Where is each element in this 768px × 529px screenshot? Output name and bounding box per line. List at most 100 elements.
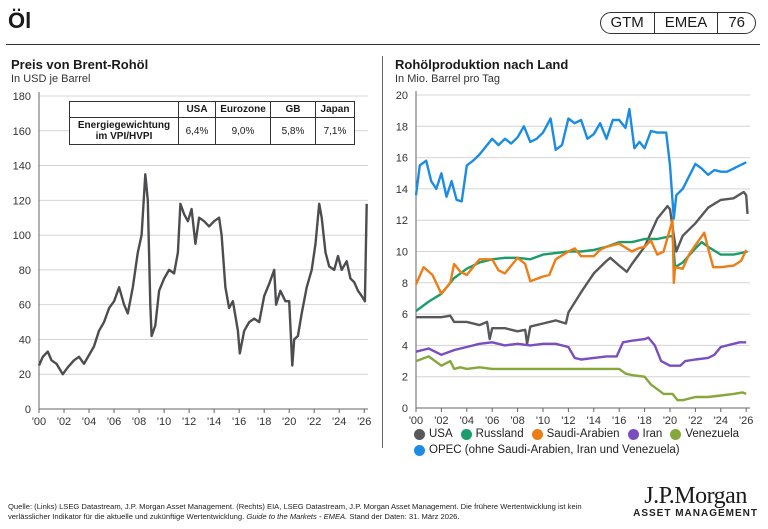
brent-y-tick-label: 100 [13,230,31,242]
legend-swatch-opec [414,444,425,456]
legend-swatch-iran [627,428,639,440]
production-y-tick-label: 20 [396,90,408,102]
legend-item-usa: USA [414,428,453,440]
table-cell-usa: 6,4% [178,117,216,145]
production-y-tick-label: 16 [396,153,408,165]
header-rule [6,44,760,45]
brent-y-tick-label: 120 [13,195,31,207]
brent-y-tick-label: 180 [13,91,31,103]
footnote-guide: Guide to the Markets - EMEA. [246,512,348,521]
legend-swatch-saudi [531,428,543,440]
legend-label-venezuela: Venezuela [685,428,740,440]
production-y-tick-label: 0 [402,403,408,415]
production-x-tick-label: '14 [587,415,601,427]
brent-y-tick-label: 140 [13,161,31,173]
production-x-tick-label: '12 [561,415,575,427]
production-series-venezuela [415,355,747,402]
table-header-gb: GB [270,101,316,118]
legend-item-iran: Iran [627,428,663,440]
brent-x-tick-label: '00 [32,416,46,428]
production-y-tick-label: 12 [396,215,408,227]
production-y-tick-label: 2 [402,372,408,384]
production-series-saudiarabien [414,218,748,296]
legend-item-venezuela: Venezuela [670,428,739,440]
logo-name: J.P.Morgan [644,483,747,509]
energy-weight-table: USA Eurozone GB Japan Energiegewichtung … [69,101,355,145]
brent-series-brent [37,173,368,376]
brent-price-chart: 0 20 40 60 80 100 120 140 160 180 '00 '02 '04 '06 '08 '… [13,91,372,428]
legend-item-opec: OPEC (ohne Saudi-Arabien, Iran und Venez… [414,444,680,456]
brent-x-tick-label: '20 [282,416,296,428]
production-y-tick-label: 8 [402,278,408,290]
brent-x-tick-label: '14 [207,416,221,428]
production-series-usa [416,190,749,345]
production-x-tick-label: '20 [663,415,677,427]
jpmorgan-logo: J.P.Morgan ASSET MANAGEMENT [633,483,758,519]
badge-gtm: GTM [610,14,644,31]
table-row-label: Energiegewichtung im VPI/HVPI [69,117,179,145]
brent-chart-subtitle: In USD je Barrel [11,73,91,85]
production-y-tick-label: 14 [396,184,408,196]
legend-item-russland: Russland [460,428,524,440]
production-x-tick-label: '26 [739,415,753,427]
production-x-tick-label: '06 [485,415,499,427]
brent-x-tick-label: '24 [332,416,346,428]
production-series-iran [415,336,747,367]
page-title: Öl [8,8,32,33]
legend-label-opec: OPEC (ohne Saudi-Arabien, Iran und Venez… [429,444,680,456]
brent-x-tick-label: '02 [57,416,71,428]
legend-label-russland: Russland [475,428,524,440]
gtm-badge: GTM EMEA 76 [600,12,756,34]
production-chart-title: Rohölproduktion nach Land [395,57,569,72]
table-header-eurozone: Eurozone [215,101,271,118]
production-x-tick-label: '18 [637,415,651,427]
brent-y-tick-label: 0 [25,404,31,416]
table-cell-japan: 7,1% [315,117,355,145]
brent-x-tick-label: '22 [307,416,321,428]
production-chart-subtitle: In Mio. Barrel pro Tag [395,73,500,85]
brent-chart-title: Preis von Brent-Rohöl [11,57,149,72]
production-x-tick-label: '08 [510,415,524,427]
production-y-tick-label: 6 [402,309,408,321]
legend-item-saudi: Saudi-Arabien [531,428,620,440]
production-x-tick-label: '00 [409,415,423,427]
badge-page-number: 76 [717,13,755,33]
production-x-tick-label: '24 [714,415,728,427]
production-x-tick-label: '22 [688,415,702,427]
panel-divider [382,56,383,448]
brent-x-tick-label: '08 [132,416,146,428]
legend-swatch-russland [460,428,472,440]
production-x-tick-label: '10 [536,415,550,427]
brent-y-tick-label: 40 [19,334,31,346]
brent-y-tick-label: 80 [19,265,31,277]
legend-swatch-venezuela [670,428,682,440]
table-header-japan: Japan [315,101,355,118]
production-y-tick-label: 4 [402,340,408,352]
legend-swatch-usa [414,428,425,440]
legend-label-iran: Iran [642,428,663,440]
production-y-tick-label: 18 [396,121,408,133]
production-chart: 0 2 4 6 8 10 12 14 16 18 20 '00 '02 '04 '06 '08 '10 '12 '1… [396,90,754,427]
table-cell-gb: 5,8% [270,117,316,145]
legend-label-saudi: Saudi-Arabien [546,428,620,440]
logo-subtitle: ASSET MANAGEMENT [633,508,758,519]
footnote-date: Stand der Daten: 31. März 2026. [347,512,460,521]
brent-x-tick-label: '26 [357,416,371,428]
brent-x-tick-label: '18 [257,416,271,428]
table-header-usa: USA [178,101,216,118]
table-cell-eurozone: 9,0% [215,117,271,145]
brent-x-tick-label: '04 [82,416,96,428]
production-x-tick-label: '02 [434,415,448,427]
production-legend: USA Russland Saudi-Arabien Iran Venezuel… [414,428,739,460]
table-header-empty [69,101,179,118]
production-y-tick-label: 10 [396,247,408,259]
brent-x-tick-label: '10 [157,416,171,428]
badge-region: EMEA [653,13,718,33]
source-footnote: Quelle: (Links) LSEG Datastream, J.P. Mo… [8,502,598,522]
production-x-tick-label: '04 [460,415,474,427]
brent-y-tick-label: 20 [19,369,31,381]
brent-y-tick-label: 160 [13,126,31,138]
brent-x-tick-label: '16 [232,416,246,428]
brent-y-tick-label: 60 [19,300,31,312]
legend-label-usa: USA [429,428,453,440]
